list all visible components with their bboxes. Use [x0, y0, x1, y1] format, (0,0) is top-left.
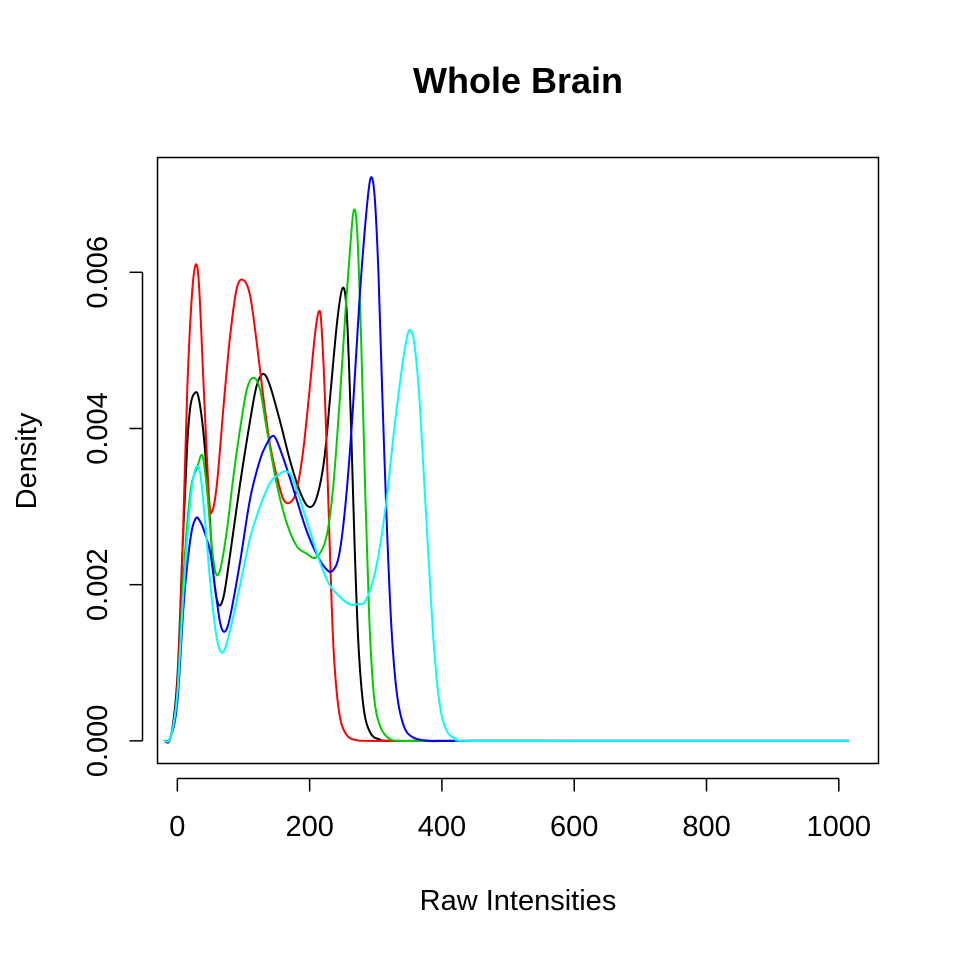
y-tick-label: 0.002 — [82, 548, 114, 621]
y-axis: 0.000 0.002 0.004 0.006 — [82, 236, 144, 778]
series-layer — [163, 176, 849, 744]
density-series-line-4 — [163, 176, 849, 743]
y-axis-label: Density — [11, 412, 43, 509]
x-tick-label: 200 — [285, 811, 333, 843]
x-axis: 0 200 400 600 800 1000 — [169, 777, 872, 843]
chart-title: Whole Brain — [413, 60, 623, 101]
y-tick-label: 0.006 — [82, 236, 114, 309]
x-tick-label: 800 — [682, 811, 730, 843]
x-tick-label: 400 — [418, 811, 466, 843]
x-tick-label: 1000 — [807, 811, 872, 843]
density-series-line-1 — [163, 286, 849, 744]
density-series-line-3 — [163, 208, 849, 743]
y-tick-label: 0.000 — [82, 705, 114, 778]
density-series-line-2 — [163, 263, 849, 744]
plot-area-frame — [156, 156, 880, 765]
x-axis-label: Raw Intensities — [420, 885, 617, 917]
x-tick-label: 600 — [550, 811, 598, 843]
x-tick-label: 0 — [169, 811, 185, 843]
density-series-line-5 — [163, 328, 849, 743]
y-tick-label: 0.004 — [82, 392, 114, 465]
